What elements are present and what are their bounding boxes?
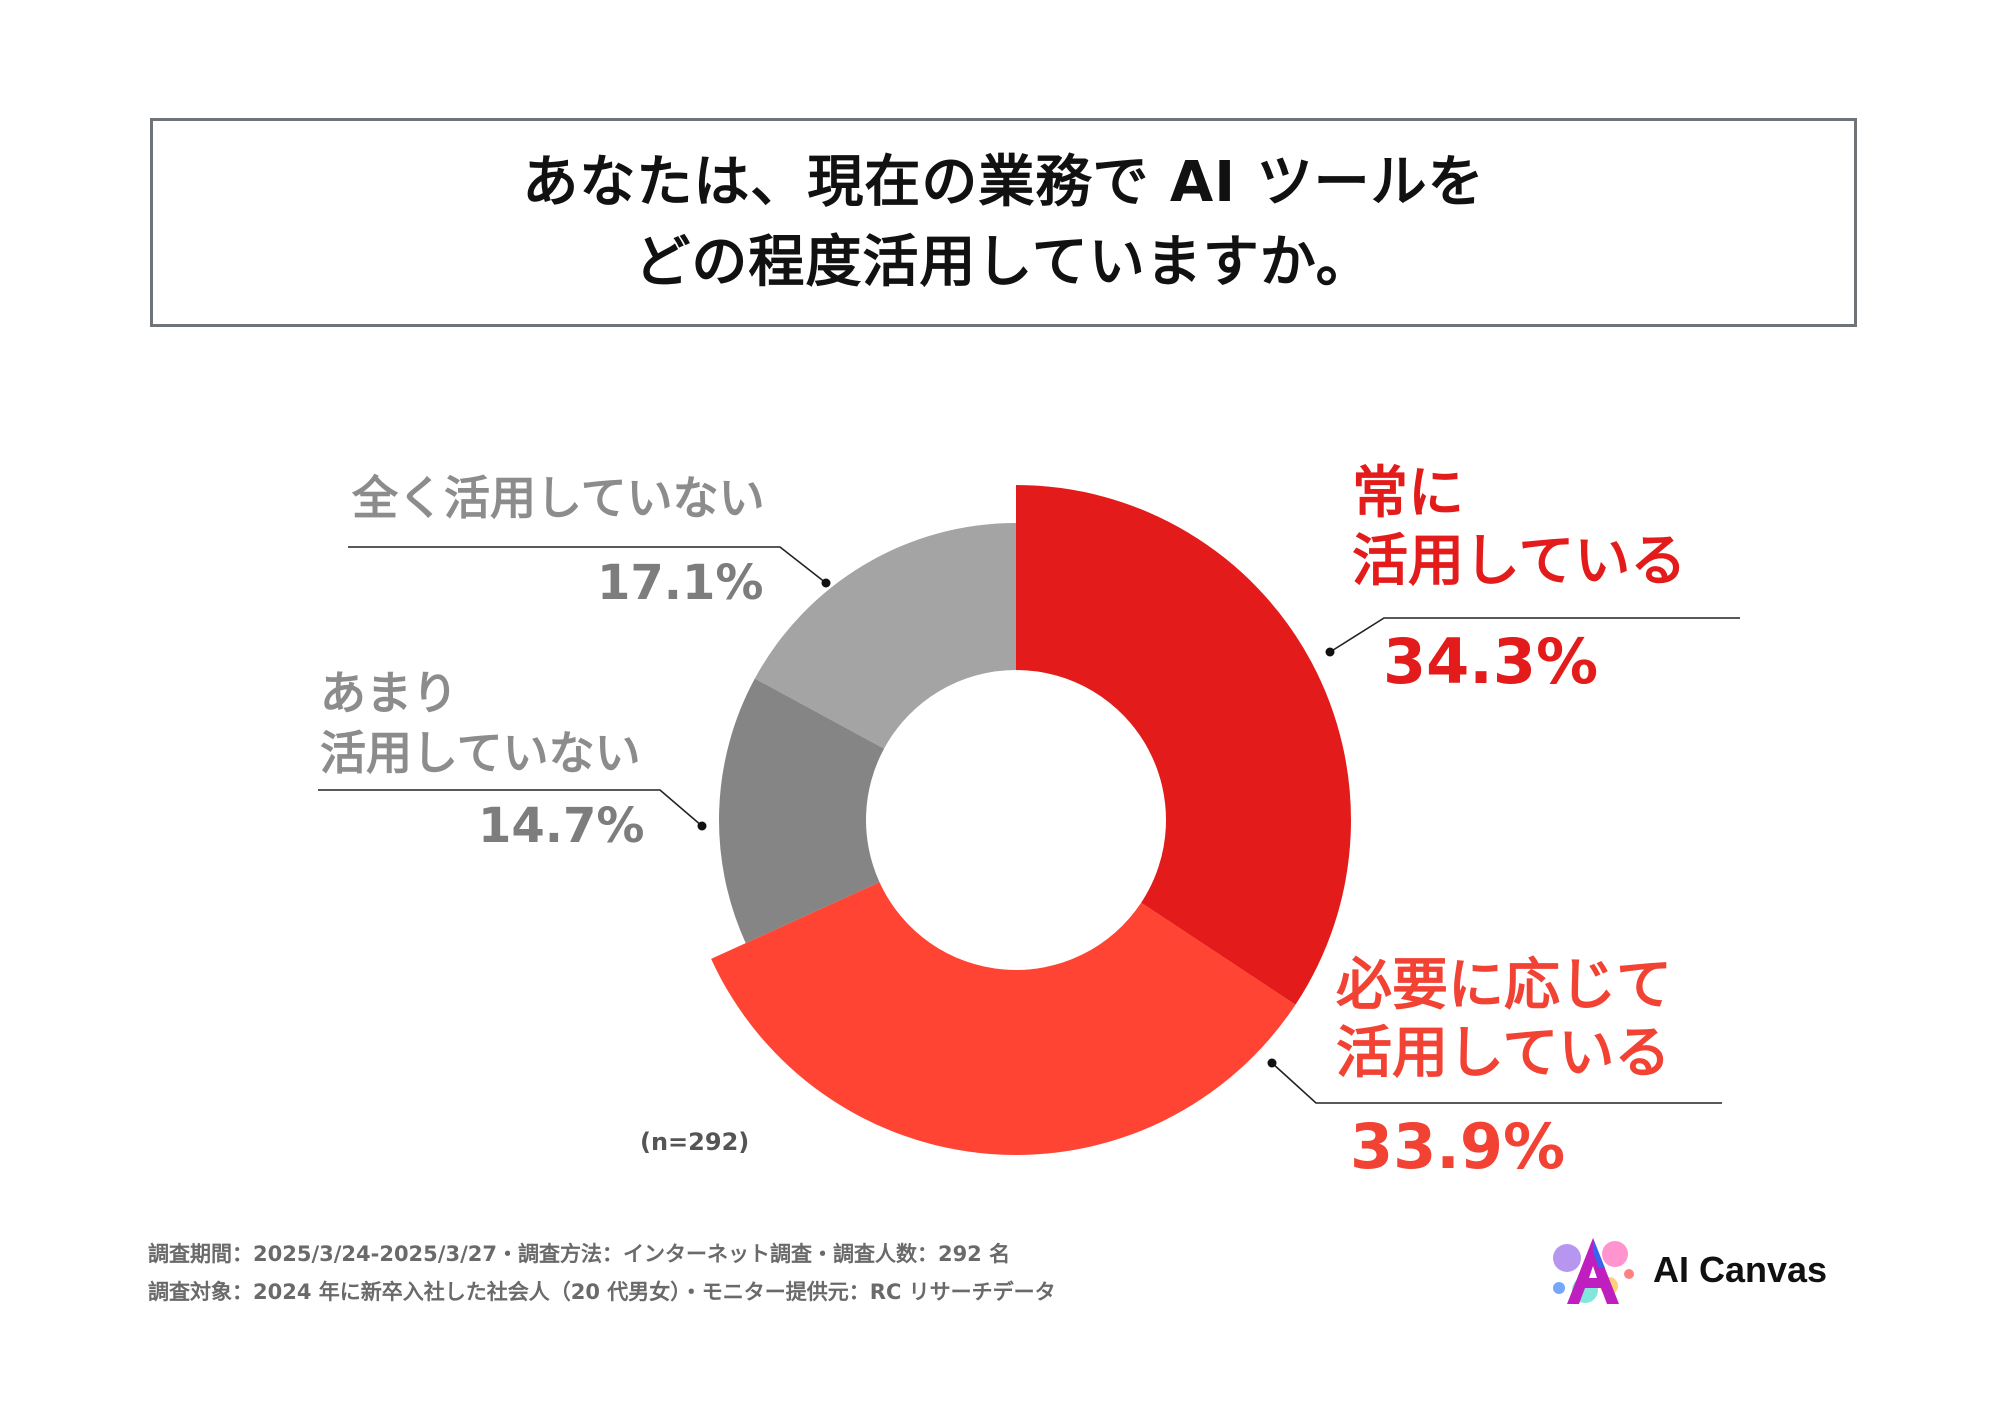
leader-dot-always <box>1325 647 1335 657</box>
footnote-survey-target: 調査対象：2024 年に新卒入社した社会人（20 代男女）・モニター提供元：RC… <box>148 1280 1056 1304</box>
label-as-needed-pct: 33.9% <box>1350 1110 1566 1183</box>
label-always-name-line1: 常に <box>1352 461 1464 526</box>
label-as-needed-name-line2: 活用している <box>1336 1021 1671 1086</box>
logo-text: AI Canvas <box>1653 1249 1828 1290</box>
sample-size-label: (n=292) <box>640 1128 750 1156</box>
ai-canvas-logo: AI Canvas <box>1545 1228 1827 1312</box>
label-rarely-pct: 14.7% <box>478 798 645 854</box>
title-box: あなたは、現在の業務で AI ツールを どの程度活用していますか。 <box>150 118 1857 327</box>
donut-slice-as-needed <box>711 882 1296 1155</box>
label-never-name-line1: 全く活用していない <box>352 471 765 525</box>
label-as-needed-name-line1: 必要に応じて <box>1336 953 1672 1018</box>
leader-dot-never <box>821 578 831 588</box>
label-rarely-name-line2: 活用していない <box>320 726 641 780</box>
title-line-1: あなたは、現在の業務で AI ツールを <box>522 149 1485 215</box>
footnote-survey-period: 調査期間：2025/3/24-2025/3/27・調査方法：インターネット調査・… <box>148 1242 1011 1266</box>
leader-line-rarely <box>318 789 703 827</box>
leader-line-never <box>348 546 827 584</box>
leader-dot-as-needed <box>1267 1058 1277 1068</box>
donut-slice-rarely <box>719 678 885 944</box>
donut-slice-never <box>754 523 1016 749</box>
label-always-name-line2: 活用している <box>1352 529 1687 594</box>
label-never-pct: 17.1% <box>597 555 764 611</box>
label-rarely-name-line1: あまり <box>320 666 458 720</box>
label-as-needed-name: 必要に応じて 活用している <box>1336 952 1672 1088</box>
ai-canvas-logo-icon <box>1553 1238 1634 1304</box>
leader-line-as-needed <box>1271 1062 1722 1104</box>
leader-dot-rarely <box>697 821 707 831</box>
leader-line-always <box>1329 617 1740 653</box>
label-never-name: 全く活用していない <box>352 468 765 528</box>
donut-slice-always <box>1016 485 1351 1005</box>
title-line-2: どの程度活用していますか。 <box>634 229 1373 295</box>
label-rarely-name: あまり 活用していない <box>320 663 641 783</box>
label-always-pct: 34.3% <box>1383 625 1599 698</box>
label-always-name: 常に 活用している <box>1352 460 1686 596</box>
